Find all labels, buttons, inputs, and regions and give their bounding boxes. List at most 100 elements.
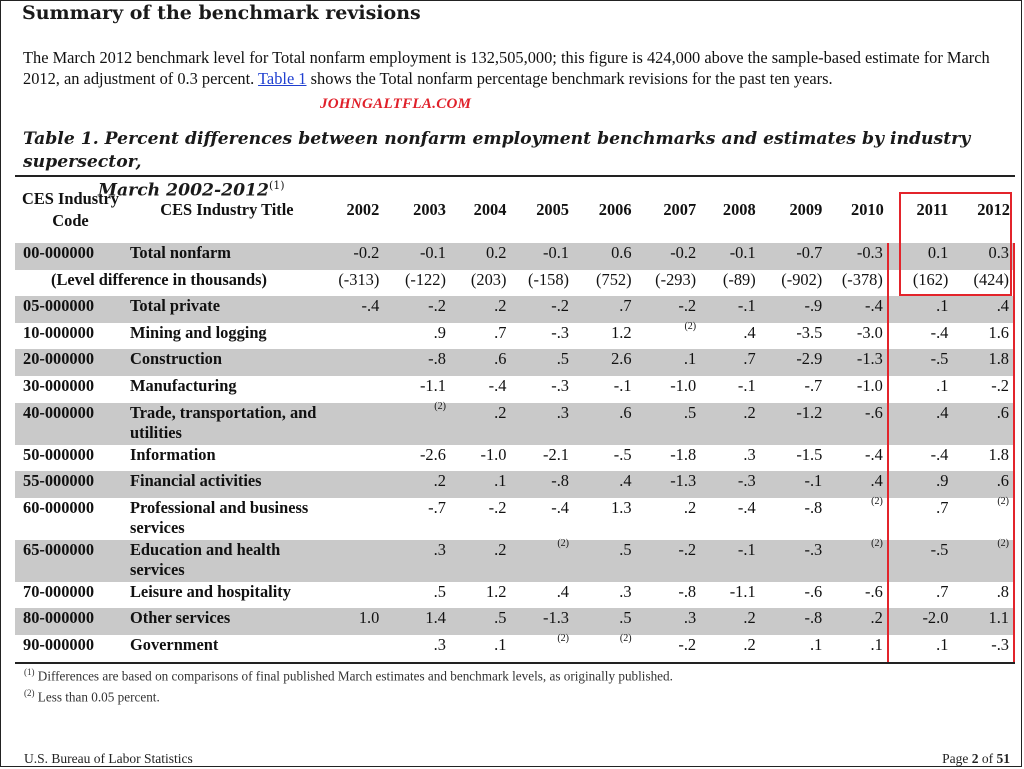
cell-2010: .4 bbox=[826, 471, 888, 498]
cell-2002 bbox=[328, 323, 384, 350]
cell-2004: .2 bbox=[449, 296, 511, 323]
cell-2009: -.6 bbox=[804, 581, 823, 601]
cell-2012: -.3 bbox=[952, 634, 1015, 662]
industry-code: 60-000000 bbox=[23, 497, 95, 517]
table-row: 65-000000 Education and health services .3… bbox=[15, 538, 1015, 582]
table-row: 70-000000 Leisure and hospitality .5 1.2 .4.… bbox=[15, 581, 1015, 609]
cell-2012: .6 bbox=[952, 471, 1015, 498]
table-row: 50-000000 Information -2.6 -1.0 -2.1 -.5 -1.8.… bbox=[15, 444, 1015, 472]
cell-2009: -0.7 bbox=[759, 243, 827, 270]
cell-2010: .2 bbox=[826, 608, 888, 635]
cell-2012: 1.8 bbox=[952, 349, 1015, 376]
cell-2005: .4 bbox=[556, 581, 569, 601]
cell-2010: -.4 bbox=[865, 444, 883, 464]
industry-title: Financial activities bbox=[126, 471, 328, 498]
cell-2004: -.2 bbox=[488, 497, 507, 517]
cell-2011: .9 bbox=[886, 471, 953, 498]
cell-2002 bbox=[327, 471, 384, 498]
cell-2011: .7 bbox=[886, 497, 953, 540]
cell-2010: -1.3 bbox=[826, 349, 888, 376]
cell-2004: .6 bbox=[449, 349, 511, 376]
table-row: 05-000000 Total private -.4 -.2.2 -.2.7 -.2 -.… bbox=[15, 296, 1015, 323]
cell-2010: (-378) bbox=[841, 269, 883, 289]
industry-code: 20-000000 bbox=[15, 349, 126, 376]
industry-title: Trade, transportation, and utilities bbox=[126, 402, 328, 445]
cell-2005: -.2 bbox=[510, 296, 573, 323]
cell-2009: -.8 bbox=[804, 497, 823, 517]
cell-2010: -.6 bbox=[865, 581, 883, 601]
header-year-2007: 2007 bbox=[663, 199, 697, 219]
cell-2007: (-293) bbox=[655, 269, 697, 289]
cell-2012: (424) bbox=[952, 269, 1015, 297]
cell-2006: .7 bbox=[573, 296, 636, 323]
industry-code: 70-000000 bbox=[23, 581, 95, 601]
table-row: (Level difference in thousands) (-313) (-1… bbox=[15, 269, 1015, 297]
cell-2004: 0.2 bbox=[449, 243, 511, 270]
cell-2012: (2) bbox=[952, 538, 1015, 582]
cell-2006: (752) bbox=[596, 269, 632, 289]
cell-2003: -.2 bbox=[383, 296, 450, 323]
cell-2010: (2) bbox=[826, 538, 888, 582]
cell-2002 bbox=[328, 582, 384, 609]
cell-2006: -.1 bbox=[613, 375, 632, 395]
table-top-rule bbox=[15, 175, 1015, 177]
cell-2011: (162) bbox=[886, 269, 953, 297]
cell-2004: .5 bbox=[449, 608, 511, 635]
table-1-link[interactable]: Table 1 bbox=[258, 69, 307, 88]
industry-code: 80-000000 bbox=[15, 608, 126, 635]
level-difference-label: (Level difference in thousands) bbox=[51, 269, 267, 289]
table-bottom-rule bbox=[15, 662, 1015, 664]
cell-2011: .1 bbox=[886, 296, 953, 323]
header-year-2009: 2009 bbox=[789, 199, 823, 219]
cell-2008: .2 bbox=[700, 402, 760, 445]
industry-title: Other services bbox=[126, 608, 328, 635]
cell-2003: -1.1 bbox=[419, 375, 446, 395]
section-heading: Summary of the benchmark revisions bbox=[22, 2, 421, 24]
cell-2005: -.4 bbox=[551, 497, 569, 517]
cell-2002 bbox=[328, 498, 384, 540]
cell-2006: 1.3 bbox=[611, 497, 632, 517]
cell-2011: .1 bbox=[886, 634, 953, 662]
cell-2010: -1.0 bbox=[856, 375, 883, 395]
cell-2006: .5 bbox=[573, 608, 636, 635]
cell-2003: (2) bbox=[383, 401, 450, 445]
table-row: 80-000000 Other services 1.0 1.4.5 -1.3.5.3.… bbox=[15, 608, 1015, 635]
cell-2004: .7 bbox=[494, 322, 507, 342]
cell-2005: (2) bbox=[557, 632, 569, 644]
cell-2009: -1.5 bbox=[796, 444, 823, 464]
intro-text-before: The March 2012 benchmark level for Total… bbox=[23, 48, 990, 88]
cell-2004: -1.0 bbox=[480, 444, 507, 464]
cell-2003: .2 bbox=[383, 471, 450, 498]
table-row: 60-000000 Professional and business servi… bbox=[15, 495, 1015, 540]
cell-2005: .5 bbox=[510, 349, 573, 376]
cell-2011: -.5 bbox=[886, 349, 953, 376]
cell-2007: -.2 bbox=[635, 296, 701, 323]
cell-2005: (2) bbox=[510, 538, 573, 582]
cell-2010: -3.0 bbox=[856, 322, 883, 342]
cell-2007: .2 bbox=[683, 497, 697, 517]
intro-text-after: shows the Total nonfarm percentage bench… bbox=[310, 69, 833, 88]
industry-title: Professional and business services bbox=[130, 497, 309, 537]
cell-2007: -0.2 bbox=[635, 243, 701, 270]
cell-2010: (2) bbox=[871, 495, 883, 507]
cell-2005: -.3 bbox=[551, 322, 569, 342]
cell-2006: -.5 bbox=[613, 444, 632, 464]
cell-2008: -.1 bbox=[700, 296, 760, 323]
cell-2008: .4 bbox=[743, 322, 756, 342]
cell-2007: -.2 bbox=[635, 539, 701, 582]
industry-title: Total nonfarm bbox=[126, 243, 328, 270]
cell-2009: -.8 bbox=[759, 608, 827, 635]
header-year-2008: 2008 bbox=[722, 199, 756, 219]
intro-paragraph: The March 2012 benchmark level for Total… bbox=[23, 47, 1008, 89]
cell-2002 bbox=[328, 445, 384, 472]
table-title-line2: March 2002-2012 bbox=[98, 180, 269, 201]
industry-title: Leisure and hospitality bbox=[130, 581, 291, 601]
cell-2011: -.4 bbox=[886, 322, 953, 350]
cell-2002: 1.0 bbox=[327, 608, 384, 635]
industry-title: Construction bbox=[126, 349, 328, 376]
cell-2011: -2.0 bbox=[886, 608, 953, 635]
cell-2012: 1.1 bbox=[952, 608, 1015, 635]
cell-2004: 1.2 bbox=[485, 581, 507, 601]
cell-2002: -.4 bbox=[327, 296, 384, 323]
table-body: 00-000000 Total nonfarm -0.2 -0.1 0.2 -0.1 0.6… bbox=[15, 243, 1015, 662]
